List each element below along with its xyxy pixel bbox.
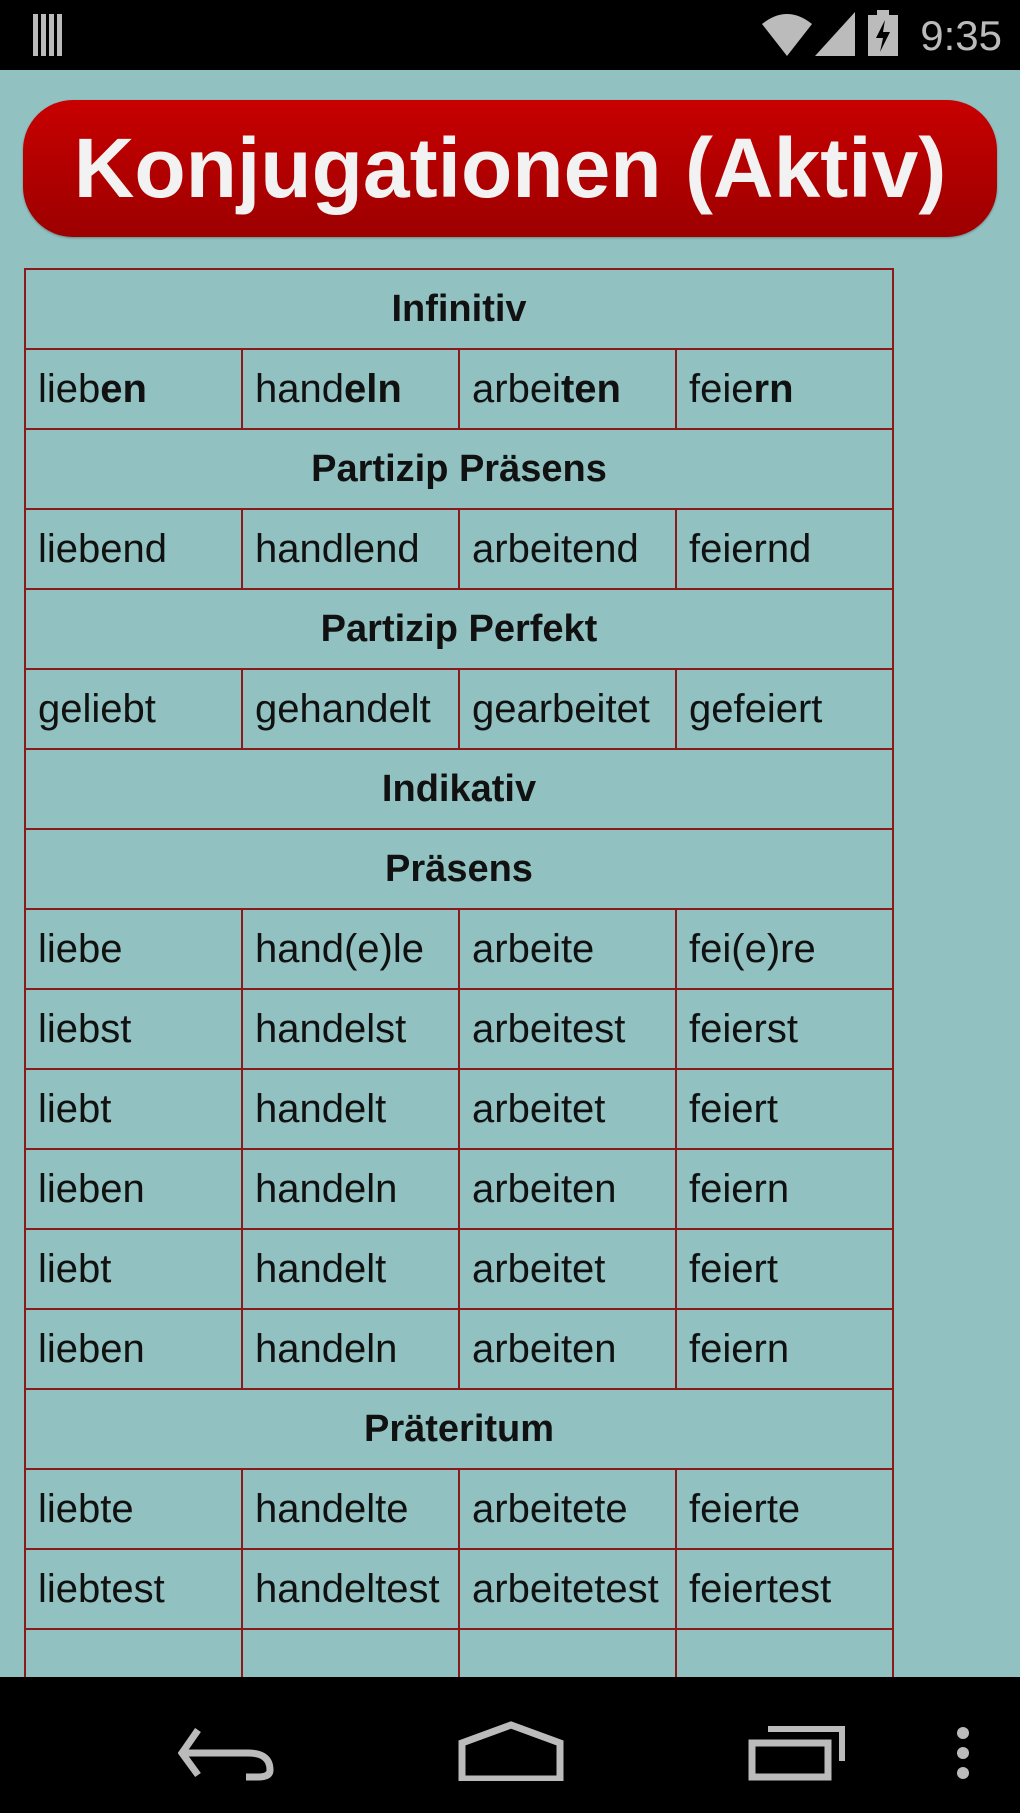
table-cell: arbeiten <box>458 1308 677 1390</box>
recent-apps-icon[interactable] <box>748 1725 848 1781</box>
verb-ending: ten <box>560 366 621 411</box>
section-header: Präsens <box>24 828 894 910</box>
table-cell: feiern <box>675 348 894 430</box>
table-row: liebtest handeltest arbeitetest feiertest <box>24 1548 894 1630</box>
table-cell: handeltest <box>241 1548 460 1630</box>
table-cell: arbeitetest <box>458 1548 677 1630</box>
verb-ending: en <box>100 366 147 411</box>
table-cell: liebend <box>24 508 243 590</box>
table-cell: arbeite <box>458 908 677 990</box>
table-cell: lieben <box>24 348 243 430</box>
table-cell: arbeiten <box>458 1148 677 1230</box>
table-cell: hand(e)le <box>241 908 460 990</box>
table-cell: lieben <box>24 1148 243 1230</box>
table-row: liebt handelt arbeitet feiert <box>24 1228 894 1310</box>
table-cell: feiern <box>675 1308 894 1390</box>
table-cell: arbeitete <box>458 1468 677 1550</box>
section-header: Präteritum <box>24 1388 894 1470</box>
table-cell: feiert <box>675 1068 894 1150</box>
table-cell: handelt <box>241 1068 460 1150</box>
table-cell: feiert <box>675 1228 894 1310</box>
table-cell: lieben <box>24 1308 243 1390</box>
table-cell: handelte <box>241 1468 460 1550</box>
table-cell: handelst <box>241 988 460 1070</box>
back-icon[interactable] <box>178 1725 276 1781</box>
verb-ending: rn <box>753 366 794 411</box>
conjugation-table: Infinitiv lieben handeln arbeiten feiern Part… <box>24 268 894 1710</box>
table-row: liebst handelst arbeitest feierst <box>24 988 894 1070</box>
verb-stem: hand <box>255 366 344 411</box>
table-cell: feiertest <box>675 1548 894 1630</box>
table-row: liebend handlend arbeitend feiernd <box>24 508 894 590</box>
table-cell: feierte <box>675 1468 894 1550</box>
table-cell: feiern <box>675 1148 894 1230</box>
section-header: Infinitiv <box>24 268 894 350</box>
table-row: geliebt gehandelt gearbeitet gefeiert <box>24 668 894 750</box>
notification-icon <box>33 14 62 56</box>
infinitive-row: lieben handeln arbeiten feiern <box>24 348 894 430</box>
table-cell: arbeitet <box>458 1228 677 1310</box>
table-row: liebt handelt arbeitet feiert <box>24 1068 894 1150</box>
table-cell: handeln <box>241 1308 460 1390</box>
table-cell: handelt <box>241 1228 460 1310</box>
battery-charging-icon <box>868 10 898 56</box>
table-cell: liebst <box>24 988 243 1070</box>
table-cell: arbeitet <box>458 1068 677 1150</box>
verb-stem: lieb <box>38 366 101 411</box>
section-header: Partizip Präsens <box>24 428 894 510</box>
table-row: liebe hand(e)le arbeite fei(e)re <box>24 908 894 990</box>
table-cell: liebtest <box>24 1548 243 1630</box>
table-row: lieben handeln arbeiten feiern <box>24 1308 894 1390</box>
section-header-row: Partizip Perfekt <box>24 588 894 670</box>
overflow-menu-icon[interactable] <box>954 1725 972 1781</box>
table-cell: gehandelt <box>241 668 460 750</box>
section-header-row: Indikativ <box>24 748 894 830</box>
section-header-row: Partizip Präsens <box>24 428 894 510</box>
section-header-row: Infinitiv <box>24 268 894 350</box>
table-cell: liebe <box>24 908 243 990</box>
table-cell: liebt <box>24 1068 243 1150</box>
verb-stem: feie <box>689 366 754 411</box>
navigation-bar <box>0 1677 1020 1813</box>
section-header: Partizip Perfekt <box>24 588 894 670</box>
table-cell: arbeitest <box>458 988 677 1070</box>
table-cell: liebte <box>24 1468 243 1550</box>
table-row: lieben handeln arbeiten feiern <box>24 1148 894 1230</box>
table-cell: gefeiert <box>675 668 894 750</box>
verb-stem: arbei <box>472 366 561 411</box>
table-cell: handeln <box>241 348 460 430</box>
table-cell: arbeitend <box>458 508 677 590</box>
table-row: liebte handelte arbeitete feierte <box>24 1468 894 1550</box>
table-cell: handeln <box>241 1148 460 1230</box>
verb-ending: eln <box>343 366 402 411</box>
signal-icon <box>815 12 855 56</box>
section-header-row: Präteritum <box>24 1388 894 1470</box>
table-cell: liebt <box>24 1228 243 1310</box>
wifi-icon <box>762 14 812 56</box>
table-cell: arbeiten <box>458 348 677 430</box>
table-cell: feiernd <box>675 508 894 590</box>
table-cell: fei(e)re <box>675 908 894 990</box>
status-bar: 9:35 <box>0 0 1020 70</box>
clock: 9:35 <box>920 12 1002 59</box>
table-cell: geliebt <box>24 668 243 750</box>
table-cell: gearbeitet <box>458 668 677 750</box>
table-cell: feierst <box>675 988 894 1070</box>
page-title: Konjugationen (Aktiv) <box>23 100 997 237</box>
home-icon[interactable] <box>458 1721 564 1781</box>
section-header: Indikativ <box>24 748 894 830</box>
table-cell: handlend <box>241 508 460 590</box>
section-header-row: Präsens <box>24 828 894 910</box>
